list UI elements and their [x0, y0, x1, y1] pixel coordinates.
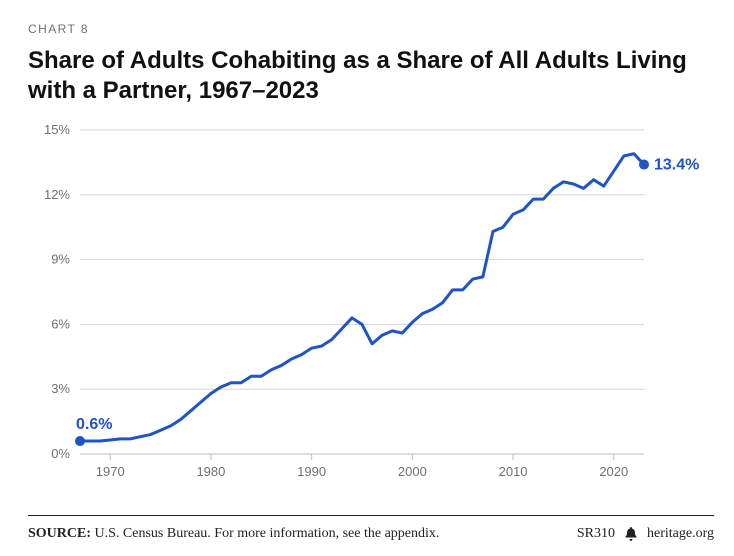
bell-icon [625, 527, 637, 541]
site-name: heritage.org [647, 526, 714, 542]
svg-text:2010: 2010 [499, 464, 528, 479]
svg-text:2020: 2020 [599, 464, 628, 479]
svg-text:2000: 2000 [398, 464, 427, 479]
svg-text:12%: 12% [44, 187, 70, 202]
svg-text:6%: 6% [51, 316, 70, 331]
svg-text:1980: 1980 [196, 464, 225, 479]
svg-text:0.6%: 0.6% [76, 416, 112, 433]
source-text: U.S. Census Bureau. For more information… [95, 526, 440, 541]
svg-text:9%: 9% [51, 252, 70, 267]
footer-rule [28, 515, 714, 516]
svg-text:1970: 1970 [96, 464, 125, 479]
line-chart: 0% 3% 6% 9% 12% 15% 1970 1980 1990 2000 2010 2020 0.… [28, 118, 714, 493]
footer: SOURCE: U.S. Census Bureau. For more inf… [0, 515, 734, 542]
source-label: SOURCE: [28, 526, 91, 541]
svg-text:0%: 0% [51, 446, 70, 461]
svg-text:1990: 1990 [297, 464, 326, 479]
source-line: SOURCE: U.S. Census Bureau. For more inf… [28, 526, 439, 542]
chart-kicker: CHART 8 [28, 22, 714, 36]
report-id: SR310 [577, 526, 615, 542]
svg-text:3%: 3% [51, 381, 70, 396]
chart-title: Share of Adults Cohabiting as a Share of… [28, 46, 714, 106]
svg-text:15%: 15% [44, 122, 70, 137]
svg-text:13.4%: 13.4% [654, 157, 699, 174]
chart-svg: 0% 3% 6% 9% 12% 15% 1970 1980 1990 2000 2010 2020 0.… [28, 118, 708, 488]
